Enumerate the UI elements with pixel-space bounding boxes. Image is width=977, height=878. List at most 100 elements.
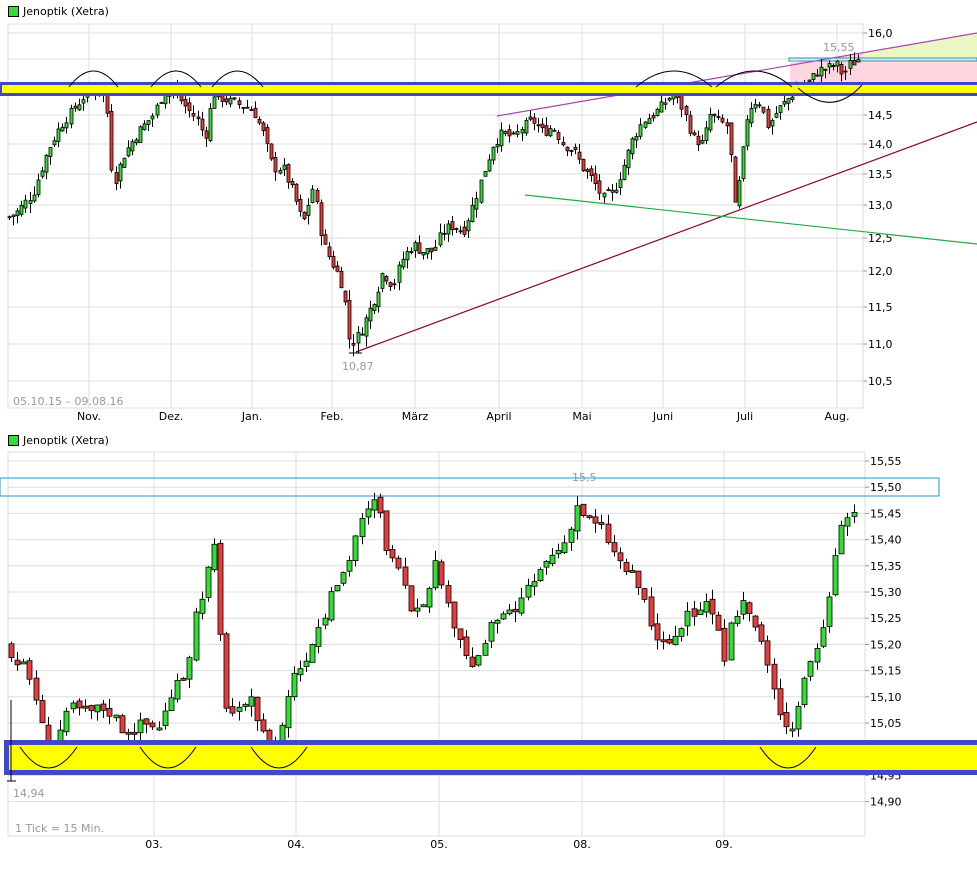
candle: [518, 597, 525, 614]
candle: [826, 596, 833, 627]
candle: [73, 105, 78, 109]
candle: [691, 608, 698, 617]
pattern-arc: [635, 70, 713, 88]
candle: [125, 731, 132, 735]
candle: [782, 101, 787, 105]
candle: [856, 59, 861, 63]
candle: [641, 588, 648, 600]
bottom-x-tick: 03.: [145, 838, 163, 851]
bottom-x-tick: 05.: [430, 838, 448, 851]
candle: [839, 64, 844, 75]
candle: [852, 59, 857, 66]
top-y-tick: 13,0: [868, 199, 893, 212]
candle: [376, 291, 381, 308]
candle: [217, 542, 224, 635]
candle: [114, 172, 119, 185]
support-trendline: [355, 121, 977, 353]
candle: [224, 98, 229, 103]
candle: [709, 598, 716, 615]
candle: [672, 635, 679, 646]
candle: [487, 159, 492, 172]
candle: [634, 136, 639, 141]
candle: [605, 523, 612, 543]
candle: [565, 146, 570, 152]
candle: [414, 607, 421, 612]
candle: [635, 570, 642, 589]
candle: [155, 104, 160, 116]
candle: [811, 73, 816, 80]
candle: [626, 149, 631, 169]
candle: [392, 283, 397, 286]
candle: [827, 63, 832, 68]
candle: [352, 535, 359, 562]
candle: [138, 126, 143, 143]
candle: [322, 617, 329, 626]
candle: [666, 638, 673, 644]
candle: [241, 107, 246, 109]
bottom-chart-legend: Jenoptik (Xetra): [8, 434, 109, 447]
candle: [77, 104, 82, 111]
bottom-y-tick: 15,30: [870, 586, 902, 599]
candle: [380, 273, 385, 289]
bottom-x-tick: 04.: [287, 838, 305, 851]
candle: [482, 643, 489, 656]
candle: [536, 124, 541, 127]
pattern-arc: [211, 70, 264, 88]
support-zone: [6, 745, 977, 772]
candle: [838, 524, 845, 555]
candle: [33, 677, 40, 701]
candle: [700, 140, 705, 144]
candle: [783, 712, 790, 728]
top-y-tick: 16,0: [868, 27, 893, 40]
candle: [585, 169, 590, 172]
candle: [186, 657, 193, 680]
candle: [191, 113, 196, 117]
candle: [286, 164, 291, 183]
candle: [149, 722, 156, 728]
candle: [142, 123, 147, 131]
candle: [638, 124, 643, 137]
candle: [573, 146, 578, 150]
candle: [205, 566, 212, 598]
candle: [786, 98, 791, 104]
candle: [552, 129, 557, 132]
candle: [413, 242, 418, 252]
candle: [48, 147, 53, 157]
candle: [511, 132, 516, 135]
candle: [405, 251, 410, 261]
pattern-arc: [19, 746, 78, 769]
candle: [183, 99, 188, 107]
bottom-y-tick: 15,40: [870, 534, 902, 547]
candle: [340, 572, 347, 584]
candle: [346, 560, 353, 572]
top-y-tick: 12,5: [868, 232, 893, 245]
candle: [199, 598, 206, 614]
candle: [537, 569, 544, 581]
candle: [469, 656, 476, 667]
candle: [592, 516, 599, 524]
bottom-legend-label: Jenoptik (Xetra): [23, 434, 109, 447]
candle: [364, 317, 369, 337]
candle: [851, 512, 858, 517]
candle: [315, 189, 320, 202]
candle: [150, 115, 155, 120]
candle: [409, 251, 414, 253]
candle: [377, 496, 384, 514]
candle: [795, 706, 802, 730]
candle: [618, 179, 623, 188]
candle: [285, 696, 292, 729]
candle: [549, 554, 556, 565]
candle: [741, 146, 746, 179]
candle: [212, 96, 217, 109]
candle: [835, 60, 840, 67]
candle: [814, 648, 821, 663]
candle: [655, 108, 660, 116]
pattern-arc: [759, 746, 817, 769]
candle: [715, 614, 722, 631]
top-y-tick: 12,0: [868, 265, 893, 278]
candle: [764, 640, 771, 666]
candle: [531, 581, 538, 587]
pattern-arc: [139, 746, 197, 769]
candle: [660, 639, 667, 643]
candle: [580, 503, 587, 516]
